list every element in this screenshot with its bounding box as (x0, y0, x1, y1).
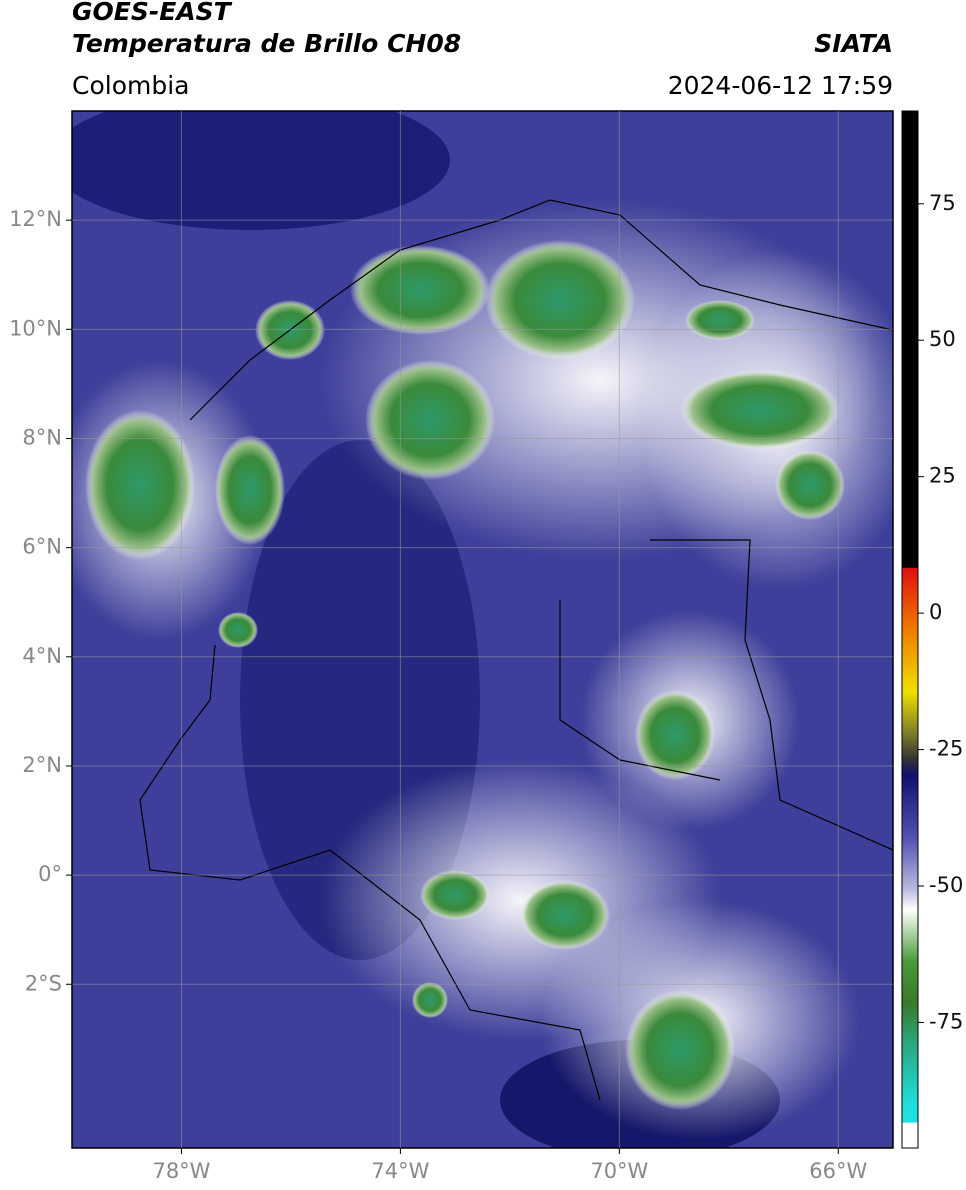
convection (635, 690, 715, 780)
convection (218, 612, 258, 648)
map-frame (71, 110, 894, 1149)
dry-area (72, 111, 450, 230)
x-tick-label: 70°W (590, 1159, 648, 1183)
colorbar-label: 75 (929, 191, 956, 215)
y-tick-label: 6°N (22, 535, 62, 559)
y-tick-label: 2°S (25, 971, 62, 995)
colorbar-label: 50 (929, 327, 956, 351)
convection (215, 435, 285, 545)
y-tick-label: 2°N (22, 753, 62, 777)
y-tick-label: 12°N (9, 207, 62, 231)
datetime: 2024-06-12 17:59 (668, 71, 893, 100)
convection (420, 870, 490, 920)
title: GOES-EAST (72, 0, 233, 26)
colorbar-label: -50 (929, 873, 963, 897)
convection (680, 370, 840, 450)
colorbar-label: 25 (929, 464, 956, 488)
y-tick-label: 0° (38, 862, 62, 886)
convection (625, 990, 735, 1110)
y-tick-label: 8°N (22, 425, 62, 449)
border (139, 199, 893, 1101)
colorbar-label: -75 (929, 1009, 963, 1033)
satellite-image (72, 111, 893, 1148)
convection (365, 360, 495, 480)
x-tick-label: 74°W (371, 1159, 429, 1183)
convection (412, 982, 448, 1018)
convection (350, 245, 490, 335)
x-tick-label: 78°W (152, 1159, 210, 1183)
convection (520, 880, 610, 950)
colorbar (901, 110, 919, 1149)
region: Colombia (72, 71, 189, 100)
convection (775, 450, 845, 520)
y-tick-label: 10°N (9, 316, 62, 340)
y-tick-label: 4°N (22, 644, 62, 668)
convection (685, 300, 755, 340)
colorbar-label: -25 (929, 737, 963, 761)
convection (485, 240, 635, 360)
x-tick-label: 66°W (809, 1159, 867, 1183)
convection (85, 410, 195, 560)
subtitle: Temperatura de Brillo CH08 (72, 29, 461, 58)
source: SIATA (814, 29, 893, 58)
colorbar-label: 0 (929, 600, 942, 624)
